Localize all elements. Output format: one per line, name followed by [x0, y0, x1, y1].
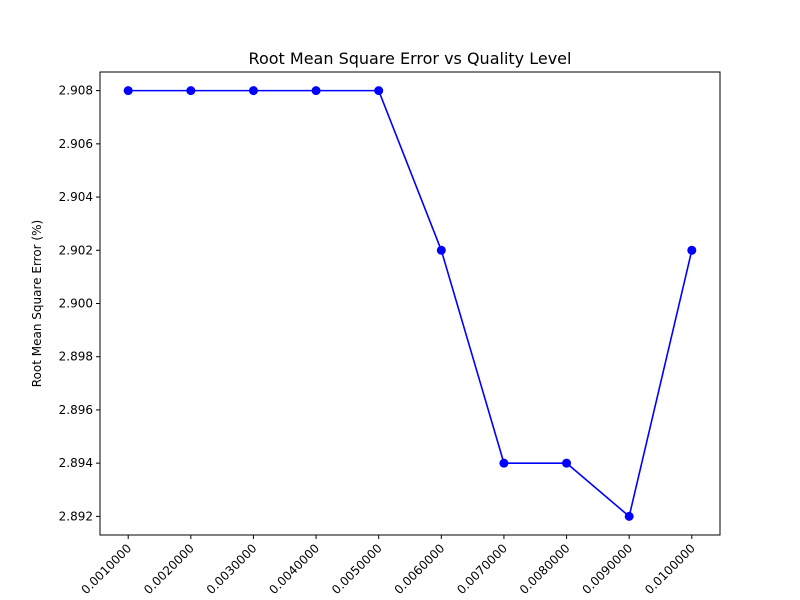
- x-tick-label: 0.0030000: [204, 541, 260, 597]
- plot-area: [100, 72, 720, 535]
- data-point: [624, 511, 634, 521]
- data-point: [687, 245, 697, 255]
- x-tick-label: 0.0080000: [517, 541, 573, 597]
- plot-frame: [99, 71, 721, 536]
- x-tick-label: 0.0040000: [266, 541, 322, 597]
- x-tick-label: 0.0090000: [580, 541, 636, 597]
- data-point: [499, 458, 509, 468]
- y-tick-label: 2.904: [59, 190, 93, 204]
- x-tick-label: 0.0020000: [141, 541, 197, 597]
- data-point: [248, 86, 258, 96]
- data-point: [123, 86, 133, 96]
- y-tick-label: 2.902: [59, 243, 93, 257]
- x-tick-label: 0.0050000: [329, 541, 385, 597]
- data-point: [311, 86, 321, 96]
- y-tick-label: 2.908: [59, 84, 93, 98]
- data-point: [374, 86, 384, 96]
- data-point: [562, 458, 572, 468]
- y-axis: 2.892 2.894 2.896 2.898 2.900 2.902 2.904 2.906…: [59, 84, 100, 523]
- data-point: [186, 86, 196, 96]
- x-tick-label: 0.0010000: [79, 541, 135, 597]
- y-tick-label: 2.898: [59, 350, 93, 364]
- y-tick-label: 2.900: [59, 297, 93, 311]
- x-tick-label: 0.0070000: [454, 541, 510, 597]
- y-axis-label: Root Mean Square Error (%): [30, 220, 44, 387]
- plot-background: [100, 72, 720, 535]
- series-line: [128, 89, 693, 518]
- x-axis: 0.0010000 0.0020000 0.0030000 0.0040000 0.00…: [79, 535, 698, 597]
- y-tick-label: 2.894: [59, 456, 93, 470]
- x-tick-label: 0.0060000: [392, 541, 448, 597]
- y-tick-label: 2.906: [59, 137, 93, 151]
- chart-title: Root Mean Square Error vs Quality Level: [249, 49, 572, 68]
- y-tick-label: 2.892: [59, 509, 93, 523]
- data-point: [436, 245, 446, 255]
- series-layer: [123, 86, 697, 521]
- x-tick-label: 0.0100000: [642, 541, 698, 597]
- y-tick-label: 2.896: [59, 403, 93, 417]
